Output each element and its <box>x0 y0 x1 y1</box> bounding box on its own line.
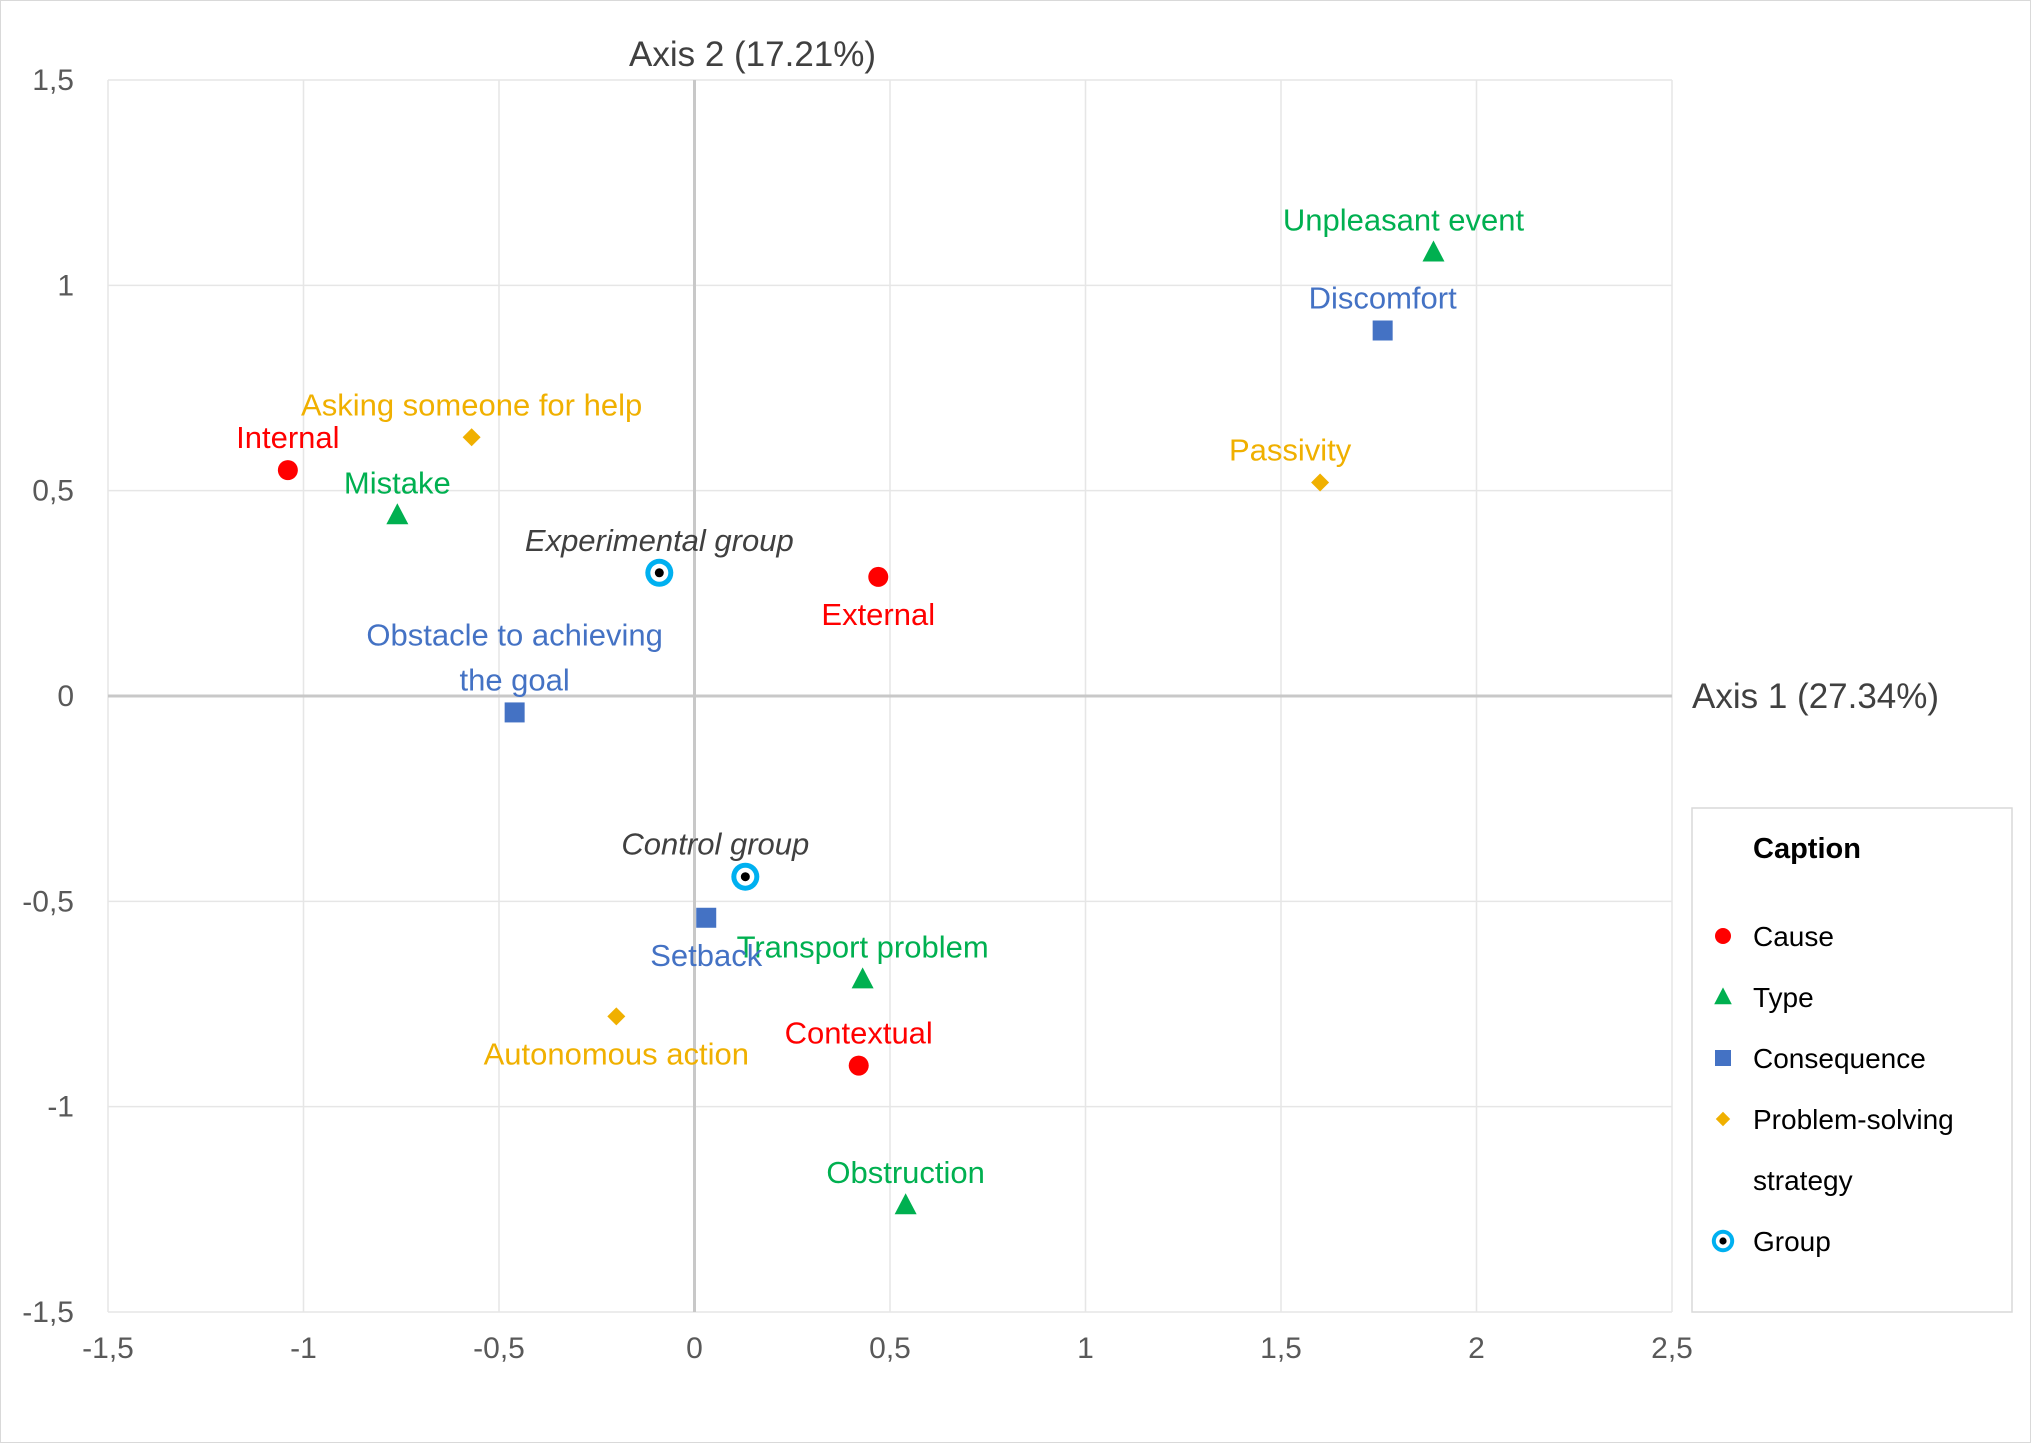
point-unpleasant-event <box>1422 240 1445 262</box>
label-line: Mistake <box>344 465 451 500</box>
legend-label-problem-solving-strategy: strategy <box>1753 1165 1853 1196</box>
label-internal: Internal <box>236 420 339 455</box>
label-line: Obstruction <box>826 1155 985 1190</box>
label-obstacle-to-achieving-the-goal: Obstacle to achieving the goal <box>366 617 662 697</box>
label-control-group: Control group <box>621 827 809 862</box>
axis-titles: Axis 1 (27.34%) Axis 2 (17.21%) <box>629 35 1939 716</box>
y-tick-label: -0,5 <box>22 885 74 918</box>
x-tick-label: 2 <box>1468 1332 1485 1365</box>
legend-label-consequence: Consequence <box>1753 1043 1926 1074</box>
point-autonomous-action <box>607 1007 626 1026</box>
axes <box>108 80 1672 1312</box>
x-tick-label: -1 <box>290 1332 317 1365</box>
point-asking-someone-for-help <box>462 428 481 447</box>
point-obstacle-to-achieving-the-goal <box>504 702 525 723</box>
label-line: the goal <box>459 662 569 697</box>
x-tick-label: 0,5 <box>869 1332 911 1365</box>
point-control-group <box>731 862 760 891</box>
label-autonomous-action: Autonomous action <box>484 1036 749 1071</box>
label-experimental-group: Experimental group <box>525 523 794 558</box>
label-obstruction: Obstruction <box>826 1155 985 1190</box>
label-line: Unpleasant event <box>1283 202 1525 237</box>
label-line: Asking someone for help <box>301 387 642 422</box>
legend-label-type: Type <box>1753 982 1814 1013</box>
legend: Caption Cause Type Consequence Problem-solv… <box>1691 807 2013 1313</box>
label-discomfort: Discomfort <box>1309 281 1458 316</box>
x-axis-title: Axis 1 (27.34%) <box>1692 677 1939 716</box>
label-mistake: Mistake <box>344 465 451 500</box>
point-contextual <box>848 1055 869 1076</box>
point-passivity <box>1311 473 1330 492</box>
label-asking-someone-for-help: Asking someone for help <box>301 387 642 422</box>
x-tick-label: 0 <box>686 1332 703 1365</box>
label-line: Discomfort <box>1309 281 1458 316</box>
label-external: External <box>821 597 935 632</box>
group-marker-dot <box>740 872 750 882</box>
label-line: Control group <box>621 827 809 862</box>
y-tick-label: 1 <box>57 269 74 302</box>
x-tick-label: -1,5 <box>82 1332 134 1365</box>
point-external <box>868 566 889 587</box>
legend-label-group: Group <box>1753 1226 1831 1257</box>
point-setback <box>696 907 717 928</box>
label-line: Autonomous action <box>484 1036 749 1071</box>
label-line: External <box>821 597 935 632</box>
x-tick-label: 1 <box>1077 1332 1094 1365</box>
point-discomfort <box>1372 320 1393 341</box>
label-line: Internal <box>236 420 339 455</box>
label-contextual: Contextual <box>785 1016 933 1051</box>
data-labels: Internal External Contextual Mistake Unpleas… <box>236 202 1524 1190</box>
legend-label-cause: Cause <box>1753 921 1834 952</box>
label-line: Passivity <box>1229 432 1352 467</box>
y-tick-label: -1,5 <box>22 1296 74 1329</box>
y-axis-title: Axis 2 (17.21%) <box>629 35 876 74</box>
legend-title: Caption <box>1753 833 1861 865</box>
tick-labels: -1,5 -1 -0,5 0 0,5 1 1,5 2 2,5 -1,5 -1 -0,5 0 0,5 1 1,5 <box>22 64 1693 1365</box>
legend-label-problem-solving-strategy: Problem-solving <box>1753 1104 1954 1135</box>
label-passivity: Passivity <box>1229 432 1352 467</box>
legend-box <box>1691 807 2013 1313</box>
y-tick-label: 1,5 <box>32 64 74 97</box>
legend-marker-group <box>1711 1229 1735 1253</box>
label-setback: Setback <box>650 938 763 973</box>
x-tick-label: -0,5 <box>473 1332 525 1365</box>
legend-marker-type <box>1714 987 1732 1005</box>
label-line: Setback <box>650 938 763 973</box>
label-transport-problem: Transport problem <box>737 929 989 964</box>
point-experimental-group <box>645 558 674 587</box>
label-line: Obstacle to achieving <box>366 617 662 652</box>
legend-marker-problem-solving-strategy <box>1715 1111 1731 1127</box>
label-line: Experimental group <box>525 523 794 558</box>
legend-marker-consequence <box>1715 1050 1731 1066</box>
group-marker-dot <box>1719 1237 1727 1245</box>
x-tick-label: 1,5 <box>1260 1332 1302 1365</box>
point-transport-problem <box>851 967 874 989</box>
y-tick-label: 0,5 <box>32 475 74 508</box>
y-tick-label: -1 <box>47 1091 74 1124</box>
data-points <box>277 240 1445 1215</box>
y-tick-label: 0 <box>57 680 74 713</box>
label-line: Contextual <box>785 1016 933 1051</box>
point-internal <box>277 460 298 481</box>
point-obstruction <box>894 1193 917 1215</box>
group-marker-dot <box>654 568 664 578</box>
legend-marker-cause <box>1715 928 1731 944</box>
label-line: Transport problem <box>737 929 989 964</box>
point-mistake <box>386 503 409 525</box>
x-tick-label: 2,5 <box>1651 1332 1693 1365</box>
label-unpleasant-event: Unpleasant event <box>1283 202 1525 237</box>
